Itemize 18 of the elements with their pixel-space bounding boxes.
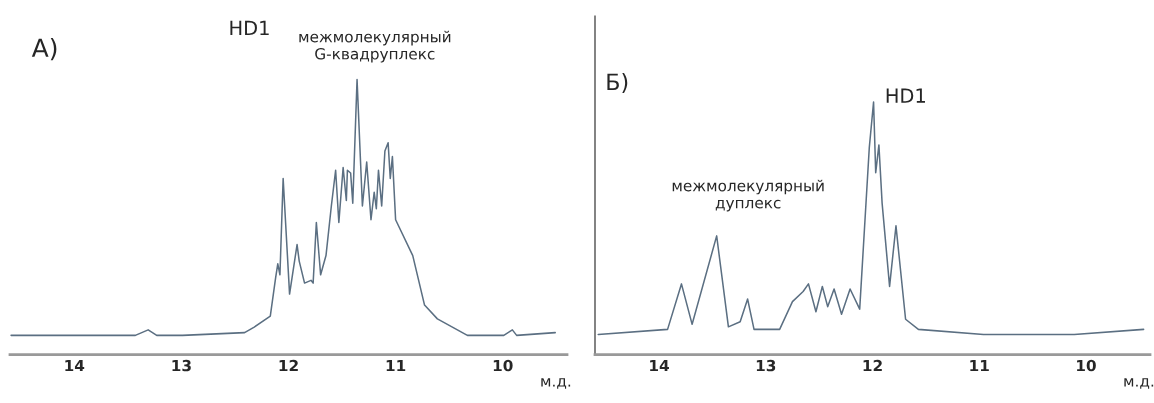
x-tick-label: 11 [970, 359, 989, 372]
x-tick-label: 10 [1077, 359, 1096, 372]
x-tick-label: 14 [650, 359, 669, 372]
x-tick-label: 14 [65, 359, 85, 372]
x-tick-label: 12 [863, 359, 882, 372]
text: Б) [607, 73, 628, 93]
x-tick-label: 11 [386, 359, 406, 372]
text: HD1 [230, 20, 269, 36]
annotation: межмолекулярный дуплекс [672, 179, 824, 212]
text: А) [31, 37, 57, 61]
annotation: HD1 [886, 88, 925, 103]
x-tick-label: 13 [756, 359, 776, 372]
x-tick-label: 12 [279, 359, 298, 372]
text: межмолекулярный G-квадруплекс [299, 30, 451, 63]
x-tick-label: 10 [493, 359, 513, 372]
x-axis-title: м.д. [541, 378, 571, 389]
x-axis-title: м.д. [1124, 378, 1154, 389]
x-tick-label: 13 [172, 359, 191, 372]
